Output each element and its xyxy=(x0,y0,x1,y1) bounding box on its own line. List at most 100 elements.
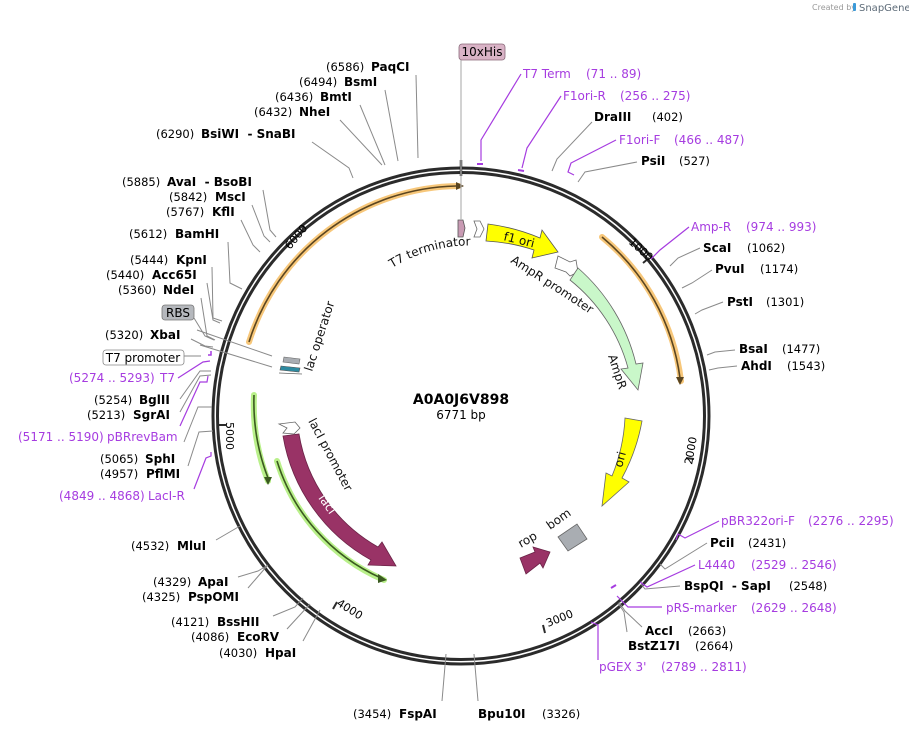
enzyme-draiii[interactable]: DraIII (402) xyxy=(551,110,683,172)
enzyme-bpu10i[interactable]: Bpu10I (3326) xyxy=(473,653,580,721)
ori-feature[interactable]: ori xyxy=(601,417,643,508)
ori-label: ori xyxy=(611,450,629,469)
primer-pgex-3[interactable]: pGEX 3' (2789 .. 2811) xyxy=(590,621,747,674)
f1-ori-feature[interactable]: f1 ori xyxy=(485,223,559,259)
tick-3000: 3000 xyxy=(542,607,575,634)
svg-text:(974 .. 993): (974 .. 993) xyxy=(746,220,816,234)
enzyme-ndei[interactable]: (5360) NdeI xyxy=(118,283,216,341)
enzyme-psti[interactable]: PstI (1301) xyxy=(694,295,804,315)
svg-text:MluI: MluI xyxy=(177,539,206,553)
t7-terminator-label: T7 terminator xyxy=(386,234,471,271)
enzyme-bamhi[interactable]: (5612) BamHI xyxy=(129,227,243,290)
t7-promoter-feature[interactable]: T7 promoter xyxy=(102,349,212,366)
primer-pbrrevbam[interactable]: (5171 .. 5190) pBRrevBam xyxy=(18,375,209,444)
primer-t7-term[interactable]: T7 Term (71 .. 89) xyxy=(477,67,641,165)
enzyme-bsai[interactable]: BsaI (1477) xyxy=(706,342,820,356)
lac-operator-feature[interactable]: lac operator xyxy=(278,299,337,375)
enzyme-pvui[interactable]: PvuI (1174) xyxy=(681,262,798,289)
enzyme-pflmi[interactable]: (4957) PflMI xyxy=(100,430,214,481)
enzyme-msci[interactable]: (5842) MscI xyxy=(169,190,271,243)
enzyme-ecorv[interactable]: (4086) EcoRV xyxy=(191,603,311,644)
enzyme-acci[interactable]: AccI (2663) xyxy=(618,601,726,638)
svg-text:SgrAI: SgrAI xyxy=(133,408,170,422)
svg-text:(466 .. 487): (466 .. 487) xyxy=(674,133,744,147)
svg-text:(2431): (2431) xyxy=(748,536,786,550)
enzyme-bstz17i[interactable]: BstZ17I (2664) xyxy=(617,602,733,653)
enzyme-pcii[interactable]: PciI (2431) xyxy=(659,536,786,570)
enzyme-ahdi[interactable]: AhdI (1543) xyxy=(708,359,825,373)
enzyme-avai-bsobi[interactable]: (5885) AvaI - BsoBI xyxy=(122,175,277,238)
svg-text:(5444): (5444) xyxy=(130,253,168,267)
orf-arc-top[interactable] xyxy=(246,182,464,345)
enzyme-bglii[interactable]: (5254) BglII xyxy=(94,370,211,407)
enzyme-bsshii[interactable]: (4121) BssHII xyxy=(171,597,304,629)
primer-amp-r[interactable]: Amp-R (974 .. 993) xyxy=(650,220,816,260)
svg-text:pGEX 3': pGEX 3' xyxy=(599,660,646,674)
svg-text:PflMI: PflMI xyxy=(146,467,180,481)
enzyme-fspai[interactable]: (3454) FspAI xyxy=(353,653,447,721)
svg-text:(2276 .. 2295): (2276 .. 2295) xyxy=(808,514,894,528)
ampr-feature[interactable]: AmpR xyxy=(569,267,644,391)
svg-text:(4849 .. 4868): (4849 .. 4868) xyxy=(59,489,145,503)
svg-text:(5274 .. 5293): (5274 .. 5293) xyxy=(69,371,155,385)
enzyme-hpai[interactable]: (4030) HpaI xyxy=(219,609,321,660)
bom-feature[interactable]: bom xyxy=(544,506,588,552)
svg-text:pRS-marker: pRS-marker xyxy=(666,601,737,615)
svg-text:(6290): (6290) xyxy=(156,127,194,141)
his-tag-feature[interactable]: 10xHis xyxy=(458,43,506,220)
primer-pbr322ori-f[interactable]: pBR322ori-F (2276 .. 2295) xyxy=(675,514,894,541)
enzyme-bspqi-sapi[interactable]: BspQI - SapI (2548) xyxy=(640,579,827,593)
enzyme-kfli[interactable]: (5767) KflI xyxy=(166,205,261,253)
enzyme-bmti[interactable]: (6436) BmtI xyxy=(275,90,386,166)
t7-promoter-label: T7 promoter xyxy=(105,351,181,365)
orf-arc-right[interactable] xyxy=(599,234,684,385)
svg-text:(6432): (6432) xyxy=(254,105,292,119)
enzyme-scai[interactable]: ScaI (1062) xyxy=(669,241,785,267)
svg-text:HpaI: HpaI xyxy=(265,646,296,660)
svg-text:L4440: L4440 xyxy=(698,558,735,572)
enzyme-paqci[interactable]: (6586) PaqCI xyxy=(326,60,419,159)
enzyme-xbai[interactable]: (5320) XbaI xyxy=(105,328,214,348)
rbs-feature[interactable]: RBS xyxy=(161,304,215,341)
primer-f1ori-f[interactable]: F1ori-F (466 .. 487) xyxy=(567,133,744,176)
svg-text:ApaI: ApaI xyxy=(198,575,228,589)
primer-f1ori-r[interactable]: F1ori-R (256 .. 275) xyxy=(517,89,690,172)
laci-feature[interactable]: lacI xyxy=(282,433,397,567)
enzyme-bsmi[interactable]: (6494) BsmI xyxy=(299,75,399,162)
svg-text:4000: 4000 xyxy=(334,597,365,623)
enzyme-pspomi[interactable]: (4325) PspOMI xyxy=(142,565,268,604)
enzyme-bsiwi-snabi[interactable]: (6290) BsiWI - SnaBI xyxy=(156,127,354,179)
svg-text:T7: T7 xyxy=(159,371,175,385)
enzyme-mlui[interactable]: (4532) MluI xyxy=(131,525,241,553)
enzyme-sgrai[interactable]: (5213) SgrAI xyxy=(87,374,212,422)
svg-text:Amp-R: Amp-R xyxy=(691,220,731,234)
svg-text:(5360): (5360) xyxy=(118,283,156,297)
svg-text:(1543): (1543) xyxy=(787,359,825,373)
primer-t7[interactable]: (5274 .. 5293) T7 xyxy=(69,360,211,385)
tick-2000: 2000 xyxy=(682,436,700,466)
orf-arc-green-left[interactable] xyxy=(250,392,272,485)
svg-text:NheI: NheI xyxy=(299,105,330,119)
enzyme-nhei[interactable]: (6432) NheI xyxy=(254,105,383,166)
enzyme-sphi[interactable]: (5065) SphI xyxy=(100,406,212,466)
rop-feature[interactable]: rop xyxy=(516,529,551,575)
primer-laci-r[interactable]: (4849 .. 4868) LacI-R xyxy=(59,452,212,503)
orf-arc-green-lacI[interactable] xyxy=(274,458,387,583)
enzyme-psii[interactable]: PsiI (527) xyxy=(577,154,710,183)
t7-terminator-feature[interactable]: T7 terminator xyxy=(386,219,485,271)
svg-text:2000: 2000 xyxy=(682,436,700,466)
primer-l4440[interactable]: L4440 (2529 .. 2546) xyxy=(639,558,837,588)
svg-text:5000: 5000 xyxy=(223,422,236,450)
svg-text:BsaI: BsaI xyxy=(739,342,768,356)
enzyme-kpni[interactable]: (5444) KpnI xyxy=(130,253,223,322)
his-tag-label: 10xHis xyxy=(462,45,503,59)
enzyme-acc65i[interactable]: (5440) Acc65I xyxy=(106,268,221,324)
plasmid-name: A0A0J6V898 xyxy=(413,392,509,408)
primer-prs-marker[interactable]: pRS-marker (2629 .. 2648) xyxy=(610,584,837,615)
svg-text:(402): (402) xyxy=(652,110,683,124)
enzyme-apai[interactable]: (4329) ApaI xyxy=(153,564,269,589)
f1-ori-label: f1 ori xyxy=(502,229,536,250)
tick-1000: 1000 xyxy=(626,236,656,264)
svg-text:PaqCI: PaqCI xyxy=(371,60,409,74)
